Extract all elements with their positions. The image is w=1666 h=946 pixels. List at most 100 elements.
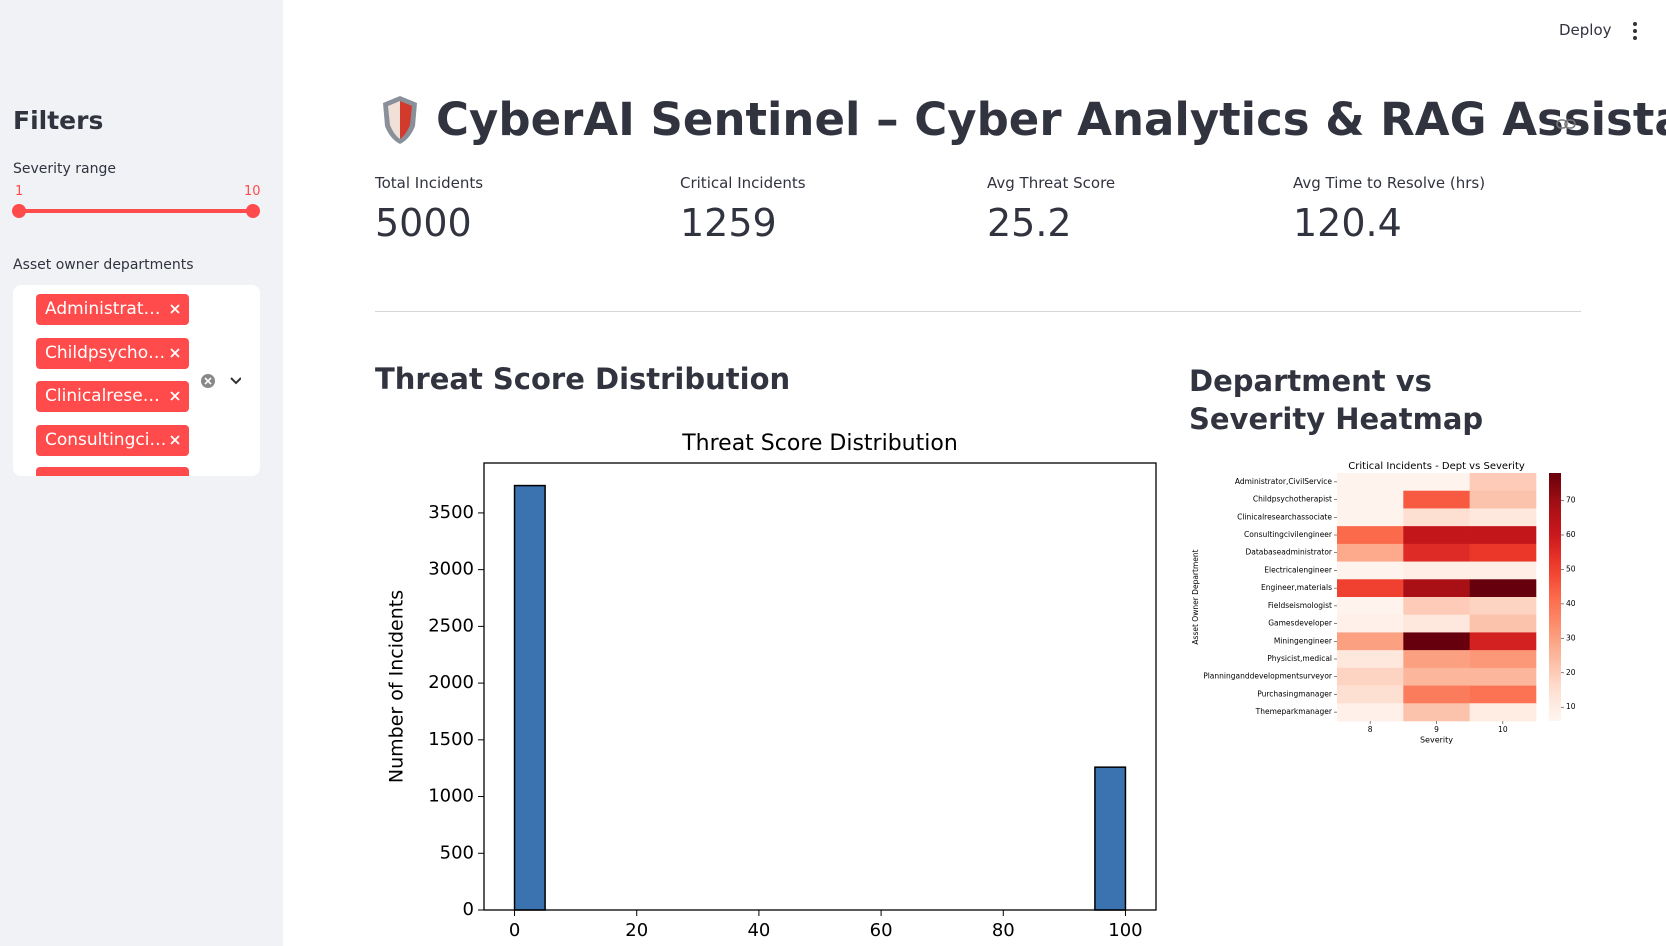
heatmap-cell	[1469, 473, 1537, 492]
y-tick-label: 2000	[428, 672, 474, 693]
y-tick-label: Miningengineer	[1274, 636, 1333, 645]
heatmap-cell	[1403, 667, 1470, 686]
heatmap-cell	[1337, 561, 1404, 580]
x-tick-label: 80	[992, 920, 1015, 941]
multiselect[interactable]: Administrat… Childpsycho… Clinicalrese… Con…	[13, 285, 260, 476]
y-tick-label: Childpsychotherapist	[1253, 495, 1332, 504]
tag-remove[interactable]	[170, 304, 180, 314]
metric-label: Critical Incidents	[680, 174, 806, 192]
y-tick-label: Gamesdeveloper	[1268, 619, 1333, 628]
y-tick-label: Consultingcivilengineer	[1244, 530, 1333, 539]
heatmap-cell	[1469, 561, 1537, 580]
x-tick-label: 100	[1108, 920, 1142, 941]
x-tick-label: 60	[870, 920, 893, 941]
tag-remove[interactable]	[170, 434, 180, 445]
tag: Consultingci…	[36, 424, 189, 456]
y-axis-label: Asset Owner Department	[1191, 549, 1200, 644]
y-tick-label: 1000	[428, 786, 474, 807]
heatmap-cell	[1337, 597, 1404, 616]
heatmap-cell	[1469, 543, 1537, 562]
heatmap-cell	[1337, 685, 1404, 704]
y-tick-label: 1500	[428, 729, 474, 750]
heatmap-cell	[1403, 490, 1470, 509]
main-menu[interactable]	[1630, 20, 1640, 42]
heatmap-cell	[1403, 614, 1470, 633]
heatmap-cell	[1469, 614, 1537, 633]
tag: Administrat…	[36, 294, 189, 325]
metric-value: 5000	[375, 201, 472, 245]
slider-max: 10	[244, 184, 261, 199]
anchor-link[interactable]	[1556, 118, 1576, 130]
heatmap-cell	[1403, 579, 1470, 598]
heatmap-cell	[1403, 632, 1470, 651]
heatmap-cell	[1337, 508, 1404, 527]
y-tick-label: 3500	[428, 502, 474, 523]
colorbar	[1549, 473, 1561, 721]
divider	[375, 311, 1581, 312]
heatmap-cell	[1469, 703, 1537, 722]
colorbar-tick-label: 20	[1566, 668, 1576, 677]
x-tick-label: 40	[747, 920, 770, 941]
sidebar-title: Filters	[13, 106, 104, 135]
y-tick-label: Clinicalresearchassociate	[1237, 512, 1332, 521]
y-tick-label: Planninganddevelopmentsurveyor	[1203, 672, 1333, 681]
heatmap-cell	[1469, 597, 1537, 616]
page-title: CyberAI Sentinel – Cyber Analytics & RAG…	[436, 93, 1666, 146]
shield-icon	[383, 96, 417, 144]
tag-label: Administrat…	[45, 299, 161, 319]
heatmap-cell	[1337, 703, 1404, 722]
heatmap-cell	[1469, 667, 1537, 686]
colorbar-tick-label: 50	[1566, 564, 1576, 573]
y-tick-label: Themeparkmanager	[1255, 707, 1333, 716]
heatmap-cell	[1337, 667, 1404, 686]
plot-frame	[483, 462, 1157, 911]
y-tick-label: Purchasingmanager	[1257, 689, 1333, 698]
slider[interactable]	[0, 200, 283, 224]
sidebar: Filters Severity range 1 10 Asset owner …	[0, 0, 283, 946]
metric-value: 25.2	[987, 201, 1072, 245]
histogram-bar	[1094, 766, 1127, 911]
heatmap-cell	[1403, 561, 1470, 580]
multiselect-controls[interactable]	[201, 373, 241, 389]
tag-remove[interactable]	[170, 347, 180, 358]
y-tick-label: Fieldseismologist	[1268, 601, 1332, 610]
heatmap-cell	[1469, 508, 1537, 527]
chart-title: Critical Incidents - Dept vs Severity	[1348, 461, 1525, 472]
y-tick-label: 2500	[428, 615, 474, 636]
tag: Clinicalrese…	[36, 381, 189, 412]
heatmap-cell	[1337, 650, 1404, 669]
heatmap-cell	[1403, 508, 1470, 527]
y-tick-label: 500	[440, 842, 474, 863]
heatmap-cell	[1403, 597, 1470, 616]
chart-title: Threat Score Distribution	[681, 431, 958, 456]
tag-label: Clinicalrese…	[45, 386, 160, 406]
tag-cut	[36, 467, 189, 476]
heatmap-cell	[1403, 473, 1470, 492]
colorbar-tick-label: 30	[1566, 633, 1576, 642]
y-tick-label: Engineer,materials	[1261, 583, 1332, 592]
histogram-bar	[513, 484, 546, 911]
metric-value: 1259	[680, 201, 777, 245]
tag-label: Childpsycho…	[45, 342, 166, 363]
heatmap-cell	[1403, 526, 1470, 545]
deploy-button[interactable]: Deploy	[1559, 21, 1612, 39]
y-tick-label: Physicist,medical	[1267, 654, 1332, 663]
metric-label: Avg Time to Resolve (hrs)	[1293, 174, 1486, 192]
section-header: Threat Score Distribution	[375, 362, 791, 396]
y-tick-label: 3000	[428, 559, 474, 580]
tag-remove[interactable]	[170, 391, 180, 401]
slider-min: 1	[15, 184, 24, 199]
heatmap-cell	[1337, 543, 1404, 562]
colorbar-tick-label: 70	[1566, 496, 1576, 505]
heatmap-cell	[1337, 614, 1404, 633]
y-tick-label: Electricalengineer	[1264, 565, 1333, 574]
heatmap-cell	[1469, 579, 1537, 598]
y-tick-label: 0	[463, 899, 474, 920]
heatmap-cell	[1337, 632, 1404, 651]
heatmap-cell	[1403, 650, 1470, 669]
metric-label: Avg Threat Score	[987, 174, 1116, 192]
heatmap-cell	[1403, 685, 1470, 704]
heatmap-cell	[1403, 543, 1470, 562]
multiselect-label: Asset owner departments	[13, 257, 194, 273]
